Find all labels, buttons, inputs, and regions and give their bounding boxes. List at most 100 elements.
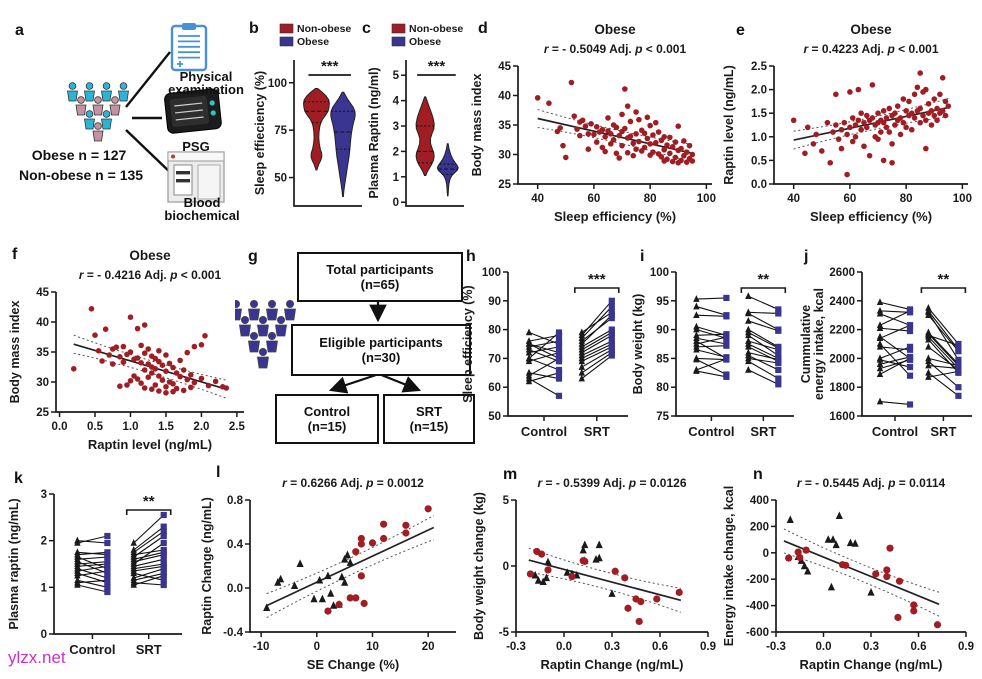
data-point: [160, 577, 167, 584]
pair-line: [581, 355, 613, 379]
y-tick-label: 2: [393, 146, 399, 158]
pair-line: [528, 346, 560, 354]
data-point: [883, 115, 890, 121]
data-point: [775, 306, 782, 313]
x-tick-label: 0.5: [87, 421, 104, 433]
significance-bracket: [574, 287, 620, 293]
panel-letter-l: l: [216, 464, 221, 481]
chart-title: Obese: [129, 248, 171, 263]
data-point: [842, 561, 850, 569]
legend-label: Non-obese: [409, 23, 463, 35]
data-point: [608, 352, 615, 359]
y-tick-label: 35: [498, 120, 511, 132]
legend-label: Obese: [297, 36, 329, 48]
data-point: [775, 381, 782, 388]
y-tick-label: 30: [498, 150, 511, 162]
y-tick-label: 2.0: [751, 85, 767, 97]
pair-line: [696, 333, 727, 336]
pair-line: [928, 336, 959, 369]
y-tick-label: 0: [763, 548, 769, 560]
data-point: [637, 598, 645, 606]
pair-line: [528, 378, 560, 397]
data-point: [166, 360, 173, 367]
group-label: Control: [872, 424, 918, 439]
pair-line: [528, 352, 560, 362]
data-point: [568, 79, 575, 86]
data-point: [341, 578, 349, 586]
data-point: [621, 574, 629, 582]
data-point: [923, 145, 929, 152]
data-point: [581, 557, 589, 565]
data-point: [667, 134, 673, 141]
person-icon: [268, 332, 277, 341]
pair-line: [927, 307, 959, 345]
panel-letter-f: f: [12, 246, 18, 263]
data-point: [681, 138, 687, 144]
pair-line: [581, 352, 613, 374]
person-icon: [239, 324, 251, 337]
y-tick-label: 40: [36, 317, 49, 329]
chart-svg: -5 0 5 -0.3 0.0 0.3 0.6 0.9 r = - 0.5399 Adj. p …: [472, 476, 716, 672]
data-point: [627, 133, 634, 140]
data-point: [546, 100, 552, 106]
data-point: [933, 621, 942, 629]
data-point: [613, 150, 620, 157]
data-point: [579, 545, 587, 554]
data-point: [602, 148, 608, 155]
data-point: [900, 119, 907, 126]
pair-line: [528, 340, 560, 348]
data-point: [895, 577, 904, 585]
data-point: [591, 131, 597, 138]
data-point: [858, 110, 864, 116]
panel-l-scatter-chart: -0.4 0.0 0.4 0.8 -10 0 10 20 r = 0.6266 Adj. p =…: [198, 458, 472, 679]
data-point: [942, 98, 949, 105]
y-tick-label: 100: [268, 78, 287, 90]
pair-line: [748, 357, 779, 364]
data-point: [689, 158, 696, 164]
psg-label: PSG: [182, 139, 210, 154]
x-axis-label: SE Change (%): [307, 657, 399, 672]
data-point: [906, 372, 914, 379]
data-point: [889, 141, 895, 147]
data-point: [906, 363, 914, 371]
pair-line: [748, 360, 779, 380]
data-point: [343, 550, 352, 559]
data-point: [633, 146, 639, 152]
data-point: [775, 366, 782, 374]
legend-swatch: [279, 36, 294, 47]
data-point: [170, 364, 176, 371]
data-point: [650, 132, 656, 138]
data-point: [883, 124, 890, 131]
data-point: [104, 567, 111, 575]
pair-line: [879, 310, 911, 326]
data-point: [775, 327, 782, 334]
data-point: [595, 553, 603, 562]
pair-line: [879, 324, 911, 339]
person-icon: [101, 118, 112, 130]
data-point: [177, 373, 183, 380]
data-point: [138, 360, 144, 366]
data-point: [872, 570, 880, 578]
data-point: [693, 302, 700, 310]
y-tick-label: 100: [650, 267, 669, 279]
panel-i-paired-chart: 75 80 85 90 95 100 Control SRT ** Body weight (kg…: [630, 238, 804, 461]
data-point: [889, 159, 895, 166]
data-point: [675, 123, 682, 129]
data-point: [852, 134, 859, 140]
data-point: [152, 382, 159, 388]
panel-letter-n: n: [753, 466, 763, 483]
study-design-graphic: [67, 23, 225, 203]
pair-line: [77, 579, 108, 588]
data-point: [563, 568, 571, 576]
data-point: [745, 342, 752, 350]
data-point: [352, 594, 360, 602]
y-tick-label: 2400: [829, 296, 855, 308]
violin-shape: [436, 143, 459, 197]
data-point: [525, 377, 533, 385]
pair-line: [748, 355, 779, 371]
data-point: [880, 108, 887, 114]
data-point: [134, 376, 141, 382]
chart-svg: -0.4 0.0 0.4 0.8 -10 0 10 20 r = 0.6266 Adj. p =…: [200, 476, 456, 672]
pair-line: [77, 565, 108, 572]
data-point: [775, 356, 782, 363]
